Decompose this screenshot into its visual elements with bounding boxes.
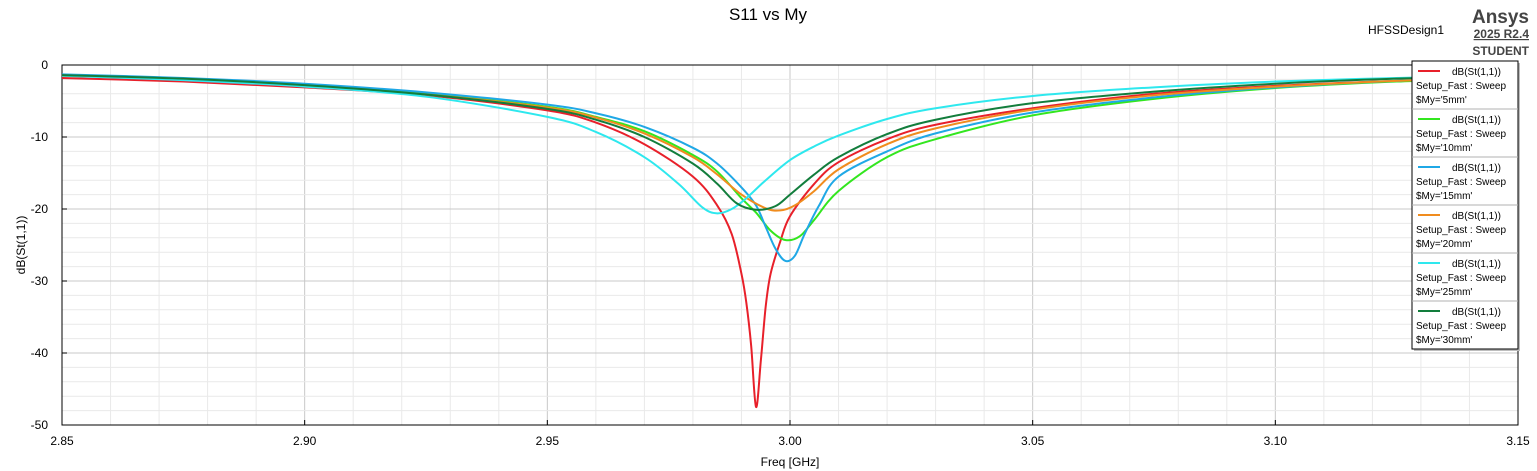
legend-setup: Setup_Fast : Sweep <box>1416 177 1506 188</box>
tick-labels: 2.85 2.90 2.95 3.00 3.05 3.10 3.15 0 -10 -20 -30 -4… <box>31 58 1530 448</box>
legend-setup: Setup_Fast : Sweep <box>1416 81 1506 92</box>
y-tick-label: -10 <box>31 130 49 144</box>
design-name: HFSSDesign1 <box>1368 23 1444 37</box>
y-tick-label: -20 <box>31 202 49 216</box>
legend-param: $My='15mm' <box>1416 191 1472 202</box>
legend-param: $My='10mm' <box>1416 143 1472 154</box>
legend-setup: Setup_Fast : Sweep <box>1416 321 1506 332</box>
legend-param: $My='20mm' <box>1416 239 1472 250</box>
y-tick-label: -50 <box>31 418 49 432</box>
legend-setup: Setup_Fast : Sweep <box>1416 273 1506 284</box>
series-group <box>61 73 1519 409</box>
x-tick-label: 2.90 <box>293 434 317 448</box>
y-tick-label: -30 <box>31 274 49 288</box>
grid <box>62 65 1518 425</box>
legend-series-name: dB(St(1,1)) <box>1452 259 1501 270</box>
y-tick-label: -40 <box>31 346 49 360</box>
x-tick-label: 3.10 <box>1264 434 1288 448</box>
edition-text: STUDENT <box>1472 44 1529 58</box>
version-text: 2025 R2.4 <box>1474 27 1530 41</box>
y-tick-label: 0 <box>41 58 48 72</box>
series-line-5 <box>61 74 1519 215</box>
legend-series-name: dB(St(1,1)) <box>1452 163 1501 174</box>
chart-title: S11 vs My <box>729 5 808 24</box>
legend-setup: Setup_Fast : Sweep <box>1416 129 1506 140</box>
legend-setup: Setup_Fast : Sweep <box>1416 225 1506 236</box>
legend-series-name: dB(St(1,1)) <box>1452 115 1501 126</box>
series-line-1 <box>61 76 1519 409</box>
brand-logo-text: Ansys <box>1472 7 1529 28</box>
series-line-6 <box>61 74 1519 211</box>
legend-series-name: dB(St(1,1)) <box>1452 307 1501 318</box>
series-line-3 <box>61 73 1519 263</box>
legend[interactable]: dB(St(1,1)) Setup_Fast : Sweep $My='5mm' dB… <box>1411 60 1520 351</box>
legend-param: $My='25mm' <box>1416 287 1472 298</box>
x-axis-label: Freq [GHz] <box>761 455 820 469</box>
x-tick-label: 2.85 <box>50 434 74 448</box>
legend-series-name: dB(St(1,1)) <box>1452 67 1501 78</box>
x-tick-label: 3.00 <box>778 434 802 448</box>
legend-param: $My='5mm' <box>1416 95 1467 106</box>
y-axis-label: dB(St(1,1)) <box>14 216 28 275</box>
x-tick-label: 2.95 <box>536 434 560 448</box>
legend-param: $My='30mm' <box>1416 335 1472 346</box>
x-tick-label: 3.05 <box>1021 434 1045 448</box>
legend-series-name: dB(St(1,1)) <box>1452 211 1501 222</box>
x-tick-label: 3.15 <box>1506 434 1530 448</box>
